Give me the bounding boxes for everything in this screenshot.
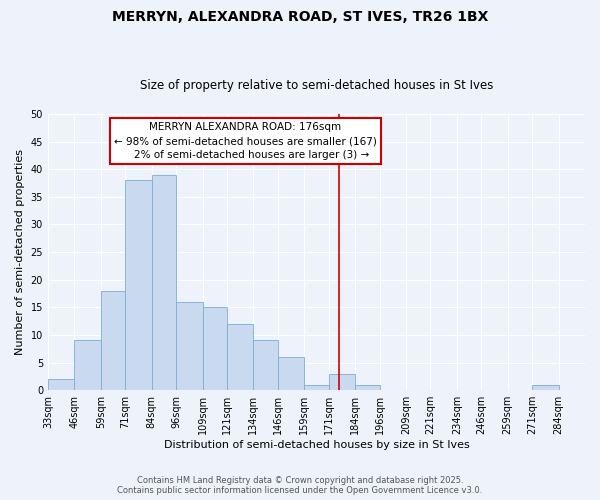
Bar <box>532 384 559 390</box>
Bar <box>48 379 74 390</box>
Bar <box>304 384 329 390</box>
Y-axis label: Number of semi-detached properties: Number of semi-detached properties <box>15 149 25 355</box>
Bar <box>355 384 380 390</box>
Bar <box>125 180 152 390</box>
Bar <box>278 357 304 390</box>
Bar <box>227 324 253 390</box>
Bar <box>101 291 125 390</box>
Bar <box>152 175 176 390</box>
Text: MERRYN ALEXANDRA ROAD: 176sqm
← 98% of semi-detached houses are smaller (167)
  : MERRYN ALEXANDRA ROAD: 176sqm ← 98% of s… <box>114 122 377 160</box>
Bar <box>203 308 227 390</box>
Text: Contains HM Land Registry data © Crown copyright and database right 2025.
Contai: Contains HM Land Registry data © Crown c… <box>118 476 482 495</box>
X-axis label: Distribution of semi-detached houses by size in St Ives: Distribution of semi-detached houses by … <box>164 440 469 450</box>
Text: MERRYN, ALEXANDRA ROAD, ST IVES, TR26 1BX: MERRYN, ALEXANDRA ROAD, ST IVES, TR26 1B… <box>112 10 488 24</box>
Bar <box>329 374 355 390</box>
Bar <box>253 340 278 390</box>
Bar <box>176 302 203 390</box>
Title: Size of property relative to semi-detached houses in St Ives: Size of property relative to semi-detach… <box>140 79 493 92</box>
Bar <box>74 340 101 390</box>
